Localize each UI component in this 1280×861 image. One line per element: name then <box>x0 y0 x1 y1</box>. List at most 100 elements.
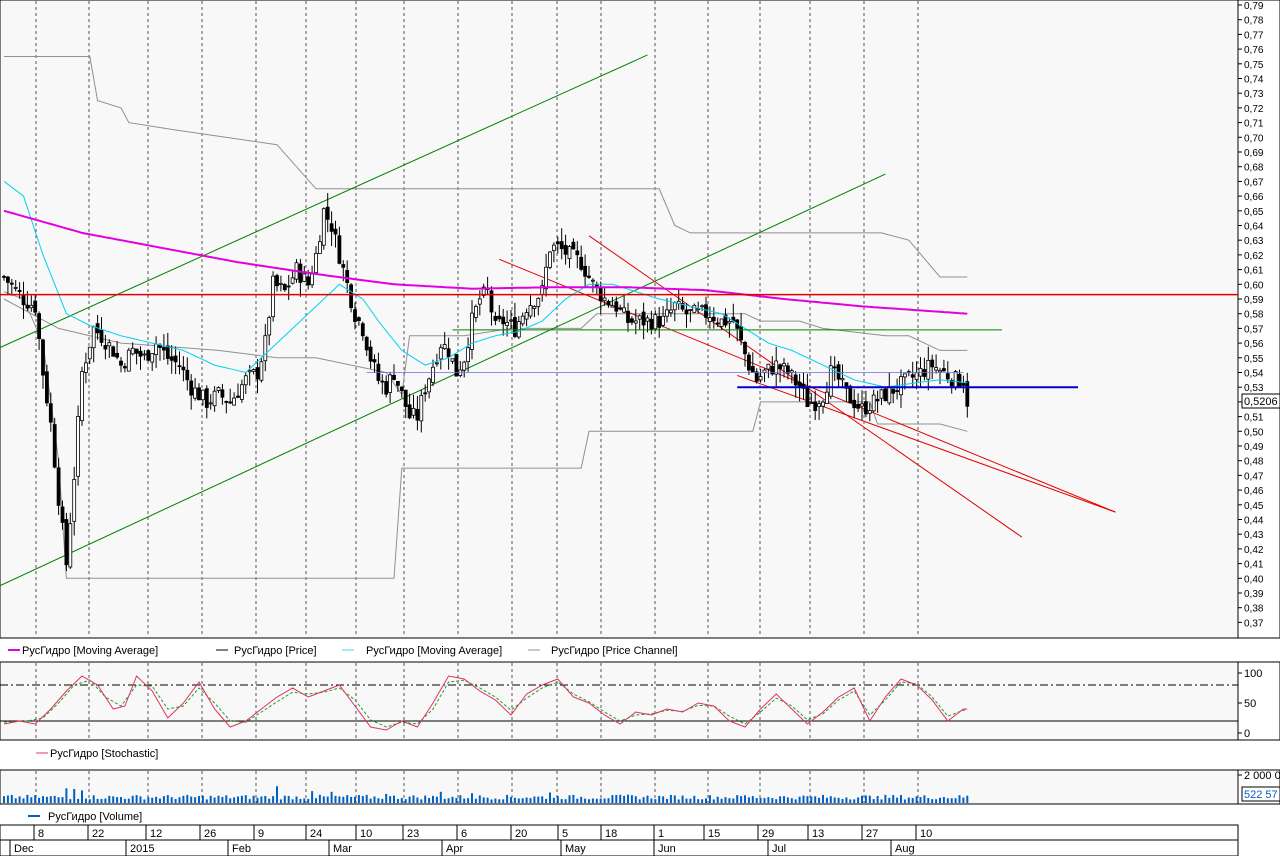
candle-body <box>91 326 96 349</box>
trend-red-lower-2 <box>737 374 1116 513</box>
candle-body <box>852 399 857 409</box>
candle-body <box>727 321 732 324</box>
candle-body <box>879 389 884 399</box>
candle-body <box>630 318 634 323</box>
candle-body <box>793 374 798 386</box>
candle-body <box>739 326 743 341</box>
candle-body <box>321 208 326 246</box>
candle-body <box>239 384 244 400</box>
candle-body <box>388 374 393 393</box>
candle-body <box>189 380 194 396</box>
candle-body <box>462 361 467 371</box>
candle-body <box>594 284 599 287</box>
candle-body <box>103 345 108 350</box>
candle-body <box>953 371 958 389</box>
candle-body <box>17 290 22 292</box>
candle-body <box>505 322 510 326</box>
date-month-label: Jul <box>772 843 786 855</box>
candle-body <box>353 309 357 322</box>
candle-body <box>306 276 311 286</box>
candle-body <box>142 353 147 356</box>
price-tick-label: 0,74 <box>1244 75 1264 86</box>
candle-body <box>115 352 119 358</box>
candle-body <box>395 381 400 386</box>
candle-body <box>341 264 346 268</box>
candle-body <box>536 297 541 307</box>
candle-body <box>200 389 205 401</box>
volume-last-box <box>1241 786 1280 802</box>
candle-body <box>567 246 572 260</box>
candle-body <box>384 381 389 395</box>
candle-body <box>197 387 201 401</box>
price-tick-label: 0,51 <box>1244 413 1264 424</box>
stochastic-axis-panel <box>1237 661 1280 741</box>
candle-body <box>626 310 630 323</box>
candle-body <box>571 241 576 250</box>
legend-label-stochastic: РусГидро [Stochastic] <box>50 748 158 760</box>
date-axis-months: Dec 2015 Feb Mar Apr May Jun Jul Aug <box>9 840 915 856</box>
volume-series <box>3 786 969 803</box>
candle-body <box>591 279 595 282</box>
stochastic-panel[interactable] <box>0 661 1239 741</box>
candle-body <box>317 241 322 254</box>
candle-body <box>782 363 786 367</box>
candle-body <box>825 391 829 404</box>
volume-panel[interactable] <box>0 769 1239 805</box>
price-tick-label: 0,56 <box>1244 339 1264 350</box>
stoch-tick-50: 50 <box>1244 698 1256 710</box>
candle-body <box>337 235 342 264</box>
price-panel[interactable] <box>0 0 1239 639</box>
candle-body <box>123 366 127 369</box>
candle-body <box>64 519 69 566</box>
stochastic-vertical-grid <box>35 663 919 739</box>
stoch-main-line <box>3 675 968 731</box>
candle-body <box>267 317 272 336</box>
candle-body <box>891 388 896 394</box>
candle-body <box>524 312 529 320</box>
candle-body <box>520 315 525 325</box>
stoch-tick-100: 100 <box>1244 668 1262 680</box>
candle-body <box>934 367 938 371</box>
candle-body <box>298 263 303 283</box>
candle-body <box>828 365 833 397</box>
candle-body <box>286 285 291 288</box>
candle-body <box>622 307 626 313</box>
date-day-label: 18 <box>605 828 617 840</box>
candle-body <box>255 367 260 380</box>
candle-body <box>680 303 685 310</box>
date-day-label: 26 <box>204 828 216 840</box>
horizontal-levels <box>0 293 1238 389</box>
candle-body <box>789 370 794 373</box>
date-month-label: Aug <box>895 843 915 855</box>
price-tick-label: 0,59 <box>1244 295 1264 306</box>
candle-body <box>419 395 424 422</box>
candle-body <box>965 381 970 407</box>
candle-body <box>169 356 174 361</box>
candle-body <box>259 361 264 381</box>
candle-body <box>618 307 623 310</box>
candle-body <box>228 401 233 404</box>
candle-body <box>271 275 276 318</box>
stoch-tick-0: 0 <box>1244 728 1250 740</box>
candle-body <box>813 401 818 412</box>
candle-body <box>150 353 155 363</box>
price-tick-label: 0,78 <box>1244 16 1264 27</box>
price-tick-label: 0,69 <box>1244 148 1264 159</box>
candle-body <box>489 290 494 313</box>
candle-body <box>945 373 950 380</box>
candle-body <box>805 387 810 408</box>
legend-label-volume: РусГидро [Volume] <box>48 811 142 823</box>
price-tick-label: 0,54 <box>1244 369 1264 380</box>
candle-body <box>399 386 404 391</box>
price-tick-label: 0,40 <box>1244 574 1264 585</box>
price-tick-label: 0,55 <box>1244 354 1264 365</box>
trend-green-lower <box>0 173 886 587</box>
price-tick-label: 0,60 <box>1244 280 1264 291</box>
candle-body <box>473 306 478 318</box>
candle-body <box>887 386 892 404</box>
candle-body <box>392 374 396 380</box>
candle-body <box>637 315 642 320</box>
candle-body <box>665 309 669 317</box>
candle-body <box>119 360 123 366</box>
date-day-label: 13 <box>812 828 824 840</box>
